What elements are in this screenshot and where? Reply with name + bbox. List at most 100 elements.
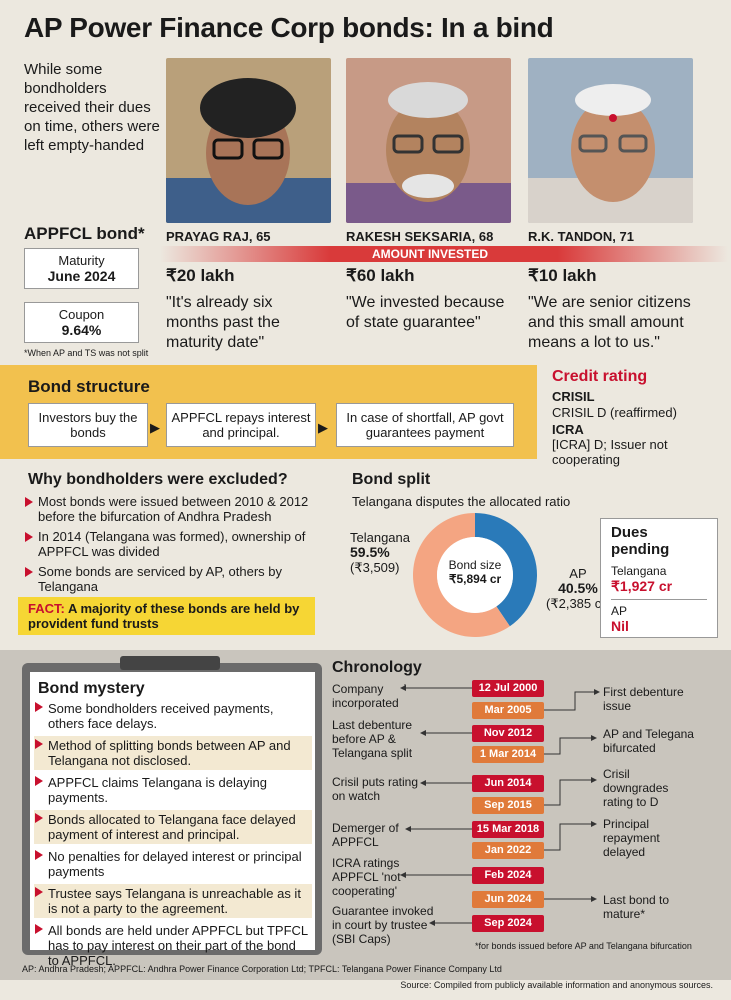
arrow-right-icon: ▶ xyxy=(318,420,328,435)
chronology-connectors xyxy=(400,684,600,926)
coupon-box: Coupon 9.64% xyxy=(24,302,139,343)
photo-prayag-raj xyxy=(166,58,331,223)
center-label: Bond size xyxy=(448,558,502,572)
icra-value: [ICRA] D; Issuer not cooperating xyxy=(552,437,668,467)
footer-source: Source: Compiled from publicly available… xyxy=(400,980,713,990)
chronology-title: Chronology xyxy=(332,659,422,676)
chronology-date: Mar 2005 xyxy=(472,702,544,719)
crisil-value: CRISIL D (reaffirmed) xyxy=(552,405,677,420)
ap-name: AP xyxy=(569,566,587,581)
ap-amt: (₹2,385 cr) xyxy=(546,596,610,611)
dues-telangana-label: Telangana xyxy=(611,564,667,578)
chronology-event: ICRA ratings APPFCL 'not cooperating' xyxy=(332,856,401,898)
bond-split-donut-chart xyxy=(413,513,537,637)
chronology-event: First debenture issue xyxy=(603,685,684,713)
investor-name: PRAYAG RAJ, 65 xyxy=(166,229,271,244)
investor-quote: "It's already six months past the maturi… xyxy=(166,294,280,351)
chronology-date: Feb 2024 xyxy=(472,867,544,884)
chronology-date: Jan 2022 xyxy=(472,842,544,859)
maturity-box: Maturity June 2024 xyxy=(24,248,139,289)
maturity-value: June 2024 xyxy=(47,268,116,284)
chronology-date: 15 Mar 2018 xyxy=(472,821,544,838)
chronology-event: Last debenture before AP & Telangana spl… xyxy=(332,718,413,760)
chronology-event: Crisil puts rating on watch xyxy=(332,775,419,803)
coupon-label: Coupon xyxy=(58,307,105,322)
bond-note: *When AP and TS was not split xyxy=(24,348,149,358)
chronology-date: 12 Jul 2000 xyxy=(472,680,544,697)
fact-text: A majority of these bonds are held by pr… xyxy=(28,601,300,631)
donut-hole xyxy=(437,537,513,613)
fact-box: FACT: A majority of these bonds are held… xyxy=(18,597,315,635)
portrait-image xyxy=(166,58,331,223)
maturity-label: Maturity xyxy=(58,253,105,268)
coupon-value: 9.64% xyxy=(61,322,102,338)
clip-icon xyxy=(120,656,220,670)
chronology-date: Jun 2024 xyxy=(472,891,544,908)
chronology-event: Guarantee invoked in court by trustee (S… xyxy=(332,904,434,946)
chronology-event: AP and Telegana bifurcated xyxy=(603,727,694,755)
center-value: ₹5,894 cr xyxy=(448,572,502,586)
credit-rating-title: Credit rating xyxy=(552,368,648,385)
investor-name: RAKESH SEKSARIA, 68 xyxy=(346,229,494,244)
bond-label: APPFCL bond* xyxy=(24,224,145,243)
telangana-label: Telangana 59.5% (₹3,509) xyxy=(350,530,410,575)
investor-amount: ₹60 lakh xyxy=(346,266,415,285)
photo-rakesh-seksaria xyxy=(346,58,511,223)
crisil-label: CRISIL xyxy=(552,389,595,404)
arrow-right-icon: ▶ xyxy=(150,420,160,435)
donut-slice-ap xyxy=(475,513,537,627)
list-item: Some bonds are serviced by AP, others by… xyxy=(24,564,324,594)
chronology-note: *for bonds issued before AP and Telangan… xyxy=(475,941,692,951)
amount-invested-bar xyxy=(160,246,728,262)
chronology-date: Sep 2015 xyxy=(472,797,544,814)
fact-label: FACT: xyxy=(28,601,65,616)
icra-label: ICRA xyxy=(552,422,584,437)
list-item: All bonds are held under APPFCL but TPFC… xyxy=(34,921,312,970)
chronology-date: Nov 2012 xyxy=(472,725,544,742)
chronology-event: Demerger of APPFCL xyxy=(332,821,399,849)
dues-ap-label: AP xyxy=(611,604,628,618)
chronology-date: 1 Mar 2014 xyxy=(472,746,544,763)
list-item: Method of splitting bonds between AP and… xyxy=(34,736,312,770)
amount-invested-label: AMOUNT INVESTED xyxy=(371,247,488,261)
mystery-list: Some bondholders received payments, othe… xyxy=(34,699,312,973)
investor-name: R.K. TANDON, 71 xyxy=(528,229,634,244)
dues-title: Dues pending xyxy=(611,524,670,558)
bond-split-title: Bond split xyxy=(352,471,431,488)
excluded-title: Why bondholders were excluded? xyxy=(28,471,288,488)
chronology-date: Sep 2024 xyxy=(472,915,544,932)
donut-slice-telangana xyxy=(413,513,510,637)
chronology-event: Crisil downgrades rating to D xyxy=(603,767,669,809)
donut-center: Bond size ₹5,894 cr xyxy=(438,558,512,586)
chronology-date: Jun 2014 xyxy=(472,775,544,792)
list-item: Most bonds were issued between 2010 & 20… xyxy=(24,494,324,524)
list-item: Trustee says Telangana is unreachable as… xyxy=(34,884,312,918)
chronology-event: Principal repayment delayed xyxy=(603,817,660,859)
list-item: Bonds allocated to Telangana face delaye… xyxy=(34,810,312,844)
investor-amount: ₹10 lakh xyxy=(528,266,597,285)
chronology-event: Last bond to mature* xyxy=(603,893,670,921)
page-title: AP Power Finance Corp bonds: In a bind xyxy=(24,12,554,43)
dues-ap-value: Nil xyxy=(611,618,629,634)
dues-telangana-value: ₹1,927 cr xyxy=(611,578,707,600)
chronology-event: Company incorporated xyxy=(332,682,399,710)
telangana-amt: (₹3,509) xyxy=(350,560,400,575)
list-item: Some bondholders received payments, othe… xyxy=(34,699,312,733)
portrait-image xyxy=(528,58,693,223)
bond-split-subtitle: Telangana disputes the allocated ratio xyxy=(352,494,571,509)
ap-pct: 40.5% xyxy=(558,580,598,596)
investor-amount: ₹20 lakh xyxy=(166,266,235,285)
lead-text: While some bondholders received their du… xyxy=(24,61,160,154)
footer-abbreviations: AP: Andhra Pradesh; APPFCL: Andhra Power… xyxy=(22,964,502,974)
investor-quote: "We are senior citizens and this small a… xyxy=(528,294,691,351)
list-item: No penalties for delayed interest or pri… xyxy=(34,847,312,881)
photo-rk-tandon xyxy=(528,58,693,223)
investor-quote: "We invested because of state guarantee" xyxy=(346,294,505,331)
portrait-image xyxy=(346,58,511,223)
structure-step: In case of shortfall, AP govt guarantees… xyxy=(336,403,514,447)
telangana-pct: 59.5% xyxy=(350,544,390,560)
dues-pending-box: Dues pending Telangana ₹1,927 cr AP Nil xyxy=(600,518,718,638)
structure-step: APPFCL repays interest and principal. xyxy=(166,403,316,447)
telangana-name: Telangana xyxy=(350,530,410,545)
bond-structure-title: Bond structure xyxy=(28,377,150,396)
